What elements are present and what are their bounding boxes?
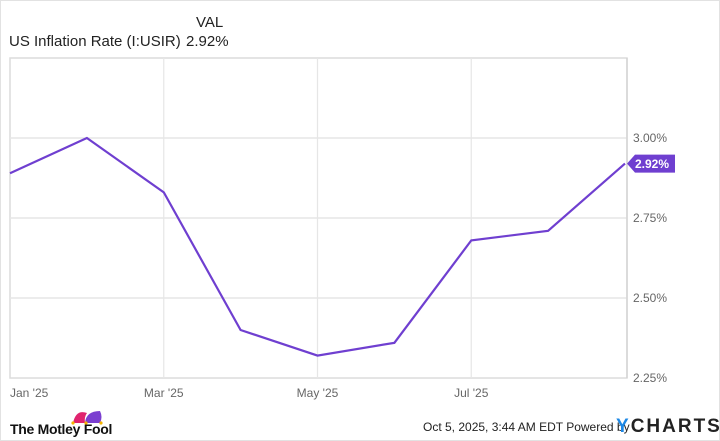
x-axis-ticks: Jan '25 Mar '25 May '25 Jul '25 [10, 386, 489, 400]
powered-by-text: Powered by [566, 420, 630, 434]
motley-fool-logo: The Motley Fool [10, 411, 113, 437]
vertical-gridlines [163, 58, 628, 378]
series-line [9, 136, 626, 357]
horizontal-gridlines [10, 137, 627, 299]
y-tick-label: 2.50% [633, 291, 667, 305]
motley-fool-text: The Motley Fool [10, 421, 113, 437]
y-axis-ticks: 3.00% 2.75% 2.50% 2.25% [633, 131, 667, 385]
x-tick-label: Jan '25 [10, 386, 49, 400]
last-value-badge: 2.92% [627, 154, 675, 173]
ycharts-rest: CHARTS [630, 416, 720, 437]
y-tick-label: 3.00% [633, 131, 667, 145]
x-tick-label: May '25 [297, 386, 339, 400]
timestamp-text: Oct 5, 2025, 3:44 AM EDT [423, 420, 563, 434]
y-tick-label: 2.75% [633, 211, 667, 225]
ycharts-logo: YCHARTS [616, 416, 720, 438]
footer-timestamp: Oct 5, 2025, 3:44 AM EDT Powered by [423, 420, 630, 434]
y-tick-label: 2.25% [633, 371, 667, 385]
x-tick-label: Jul '25 [454, 386, 489, 400]
legend-series-name: US Inflation Rate (I:USIR) [9, 33, 181, 50]
x-tick-label: Mar '25 [144, 386, 184, 400]
jester-hat-icon [71, 411, 103, 425]
legend-column-header: VAL [196, 14, 224, 31]
svg-text:2.92%: 2.92% [635, 157, 669, 171]
legend-series-value: 2.92% [186, 33, 229, 50]
ycharts-y: Y [616, 416, 631, 437]
